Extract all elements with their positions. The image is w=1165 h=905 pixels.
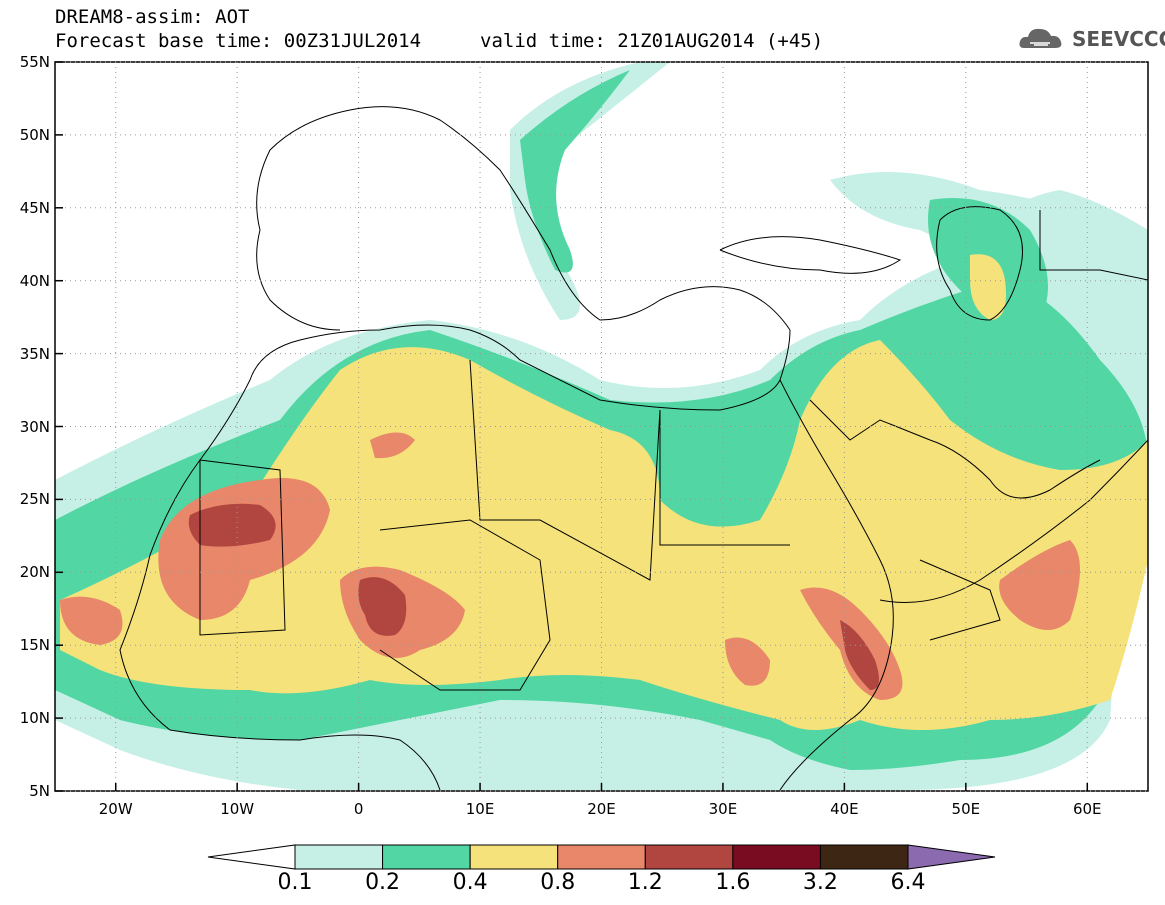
lat-tick-label: 25N xyxy=(19,490,50,509)
aot-band-red xyxy=(188,503,276,547)
coastline xyxy=(719,236,902,274)
coastline xyxy=(119,554,441,791)
colorbar-label: 1.2 xyxy=(627,870,663,895)
lat-tick-label: 20N xyxy=(19,563,50,582)
lon-tick-label: 20E xyxy=(587,800,616,818)
aot-band-red xyxy=(358,577,407,636)
lat-tick-label: 10N xyxy=(19,709,50,728)
aot-band-orange xyxy=(999,540,1080,630)
coastline xyxy=(779,379,894,791)
colorbar-box xyxy=(819,844,909,870)
aot-band-orange xyxy=(725,637,770,686)
lon-tick-label: 10W xyxy=(220,800,255,818)
lat-tick-label: 50N xyxy=(19,125,50,144)
colorbar-box xyxy=(557,844,646,870)
lat-tick-label: 15N xyxy=(19,636,50,655)
aot-band-red xyxy=(840,620,879,690)
lat-tick-label: 40N xyxy=(19,271,50,290)
border xyxy=(919,559,1001,641)
colorbar-label: 1.6 xyxy=(715,870,751,895)
lon-tick-label: 50E xyxy=(951,800,981,818)
border xyxy=(379,519,551,691)
colorbar-box xyxy=(294,844,384,870)
lat-tick-label: 30N xyxy=(19,417,50,436)
coastline xyxy=(929,439,1101,499)
border xyxy=(469,359,661,581)
lat-tick-label: 45N xyxy=(19,198,50,217)
border xyxy=(199,459,286,636)
colorbar-label: 0.2 xyxy=(365,870,401,895)
colorbar-high-triangle xyxy=(907,844,996,870)
aot-band-orange xyxy=(370,432,415,459)
coastline xyxy=(879,439,1148,603)
colorbar-label: 0.4 xyxy=(452,870,488,895)
colorbar-box xyxy=(644,844,734,870)
colorbar-label: 3.2 xyxy=(802,870,838,895)
lat-tick-label: 55N xyxy=(19,53,50,71)
lon-tick-label: 30E xyxy=(708,800,738,818)
brand-logo-text: SEEVCCC xyxy=(1072,27,1165,51)
border xyxy=(659,410,790,546)
border xyxy=(1039,210,1148,281)
colorbar-box xyxy=(469,844,559,870)
colorbar-label: 6.4 xyxy=(890,870,926,895)
border xyxy=(809,399,931,441)
coastline xyxy=(149,324,791,556)
chart-title: DREAM8-assim: AOT xyxy=(55,6,250,28)
colorbar xyxy=(207,844,996,870)
colorbar-low-triangle xyxy=(207,844,296,870)
coastline xyxy=(256,106,791,331)
valid-time: valid time: 21Z01AUG2014 (+45) xyxy=(480,30,824,52)
aot-band-teal xyxy=(520,70,630,273)
lon-tick-label: 0 xyxy=(353,800,364,818)
colorbar-label: 0.8 xyxy=(540,870,576,895)
colorbar-label: 0.1 xyxy=(277,870,313,895)
aot-band-orange xyxy=(60,596,123,645)
lon-tick-label: 40E xyxy=(830,800,859,818)
lon-tick-label: 20W xyxy=(98,800,133,818)
lat-tick-label: 35N xyxy=(19,344,50,363)
colorbar-box xyxy=(732,844,821,870)
lon-tick-label: 60E xyxy=(1072,800,1102,818)
lon-tick-label: 10E xyxy=(465,800,495,818)
lat-tick-label: 5N xyxy=(29,782,50,800)
aot-band-yellow xyxy=(970,254,1006,320)
colorbar-box xyxy=(382,844,471,870)
forecast-base-time: Forecast base time: 00Z31JUL2014 xyxy=(55,30,422,52)
cloud-icon xyxy=(1019,28,1062,48)
